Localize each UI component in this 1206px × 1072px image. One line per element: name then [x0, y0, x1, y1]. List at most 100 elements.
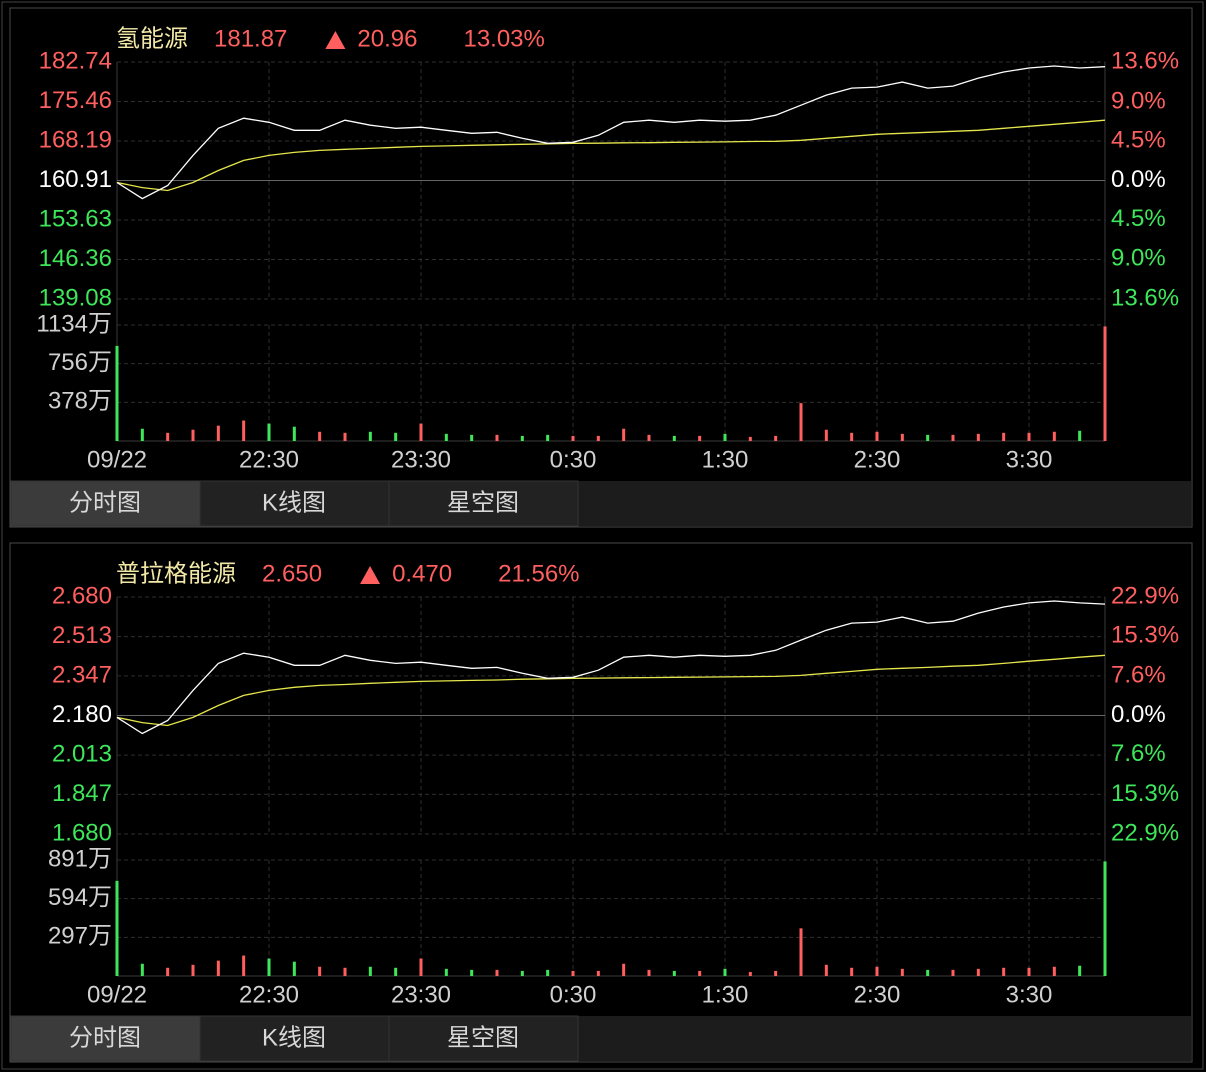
average-line [116, 119, 1106, 192]
volume-bar [1103, 326, 1107, 441]
x-tick-label: 3:30 [1006, 981, 1053, 1008]
tab-label[interactable]: 星空图 [447, 1024, 519, 1051]
volume-bar [596, 970, 600, 976]
x-tick-label: 1:30 [702, 981, 749, 1008]
volume-bar [444, 968, 448, 976]
volume-bar [191, 429, 195, 441]
y2-tick-label: 13.6% [1111, 47, 1179, 74]
volume-bar [495, 969, 499, 976]
y2-tick-label: 9.0% [1111, 87, 1166, 114]
x-tick-label: 2:30 [854, 446, 901, 473]
x-tick-label: 09/22 [87, 446, 147, 473]
volume-bar [546, 969, 550, 976]
y-tick-label: 1.847 [52, 780, 112, 807]
volume-bar [1027, 432, 1031, 441]
up-arrow [360, 566, 381, 584]
volume-bar [900, 968, 904, 976]
volume-tick-label: 297万 [48, 923, 112, 950]
y-tick-label: 2.013 [52, 740, 112, 767]
up-arrow [325, 31, 346, 49]
volume-bar [824, 964, 828, 976]
volume-tick-label: 378万 [48, 388, 112, 415]
x-tick-label: 23:30 [391, 981, 451, 1008]
tab-label[interactable]: 分时图 [69, 489, 141, 516]
stock-name: 氢能源 [116, 25, 188, 52]
change-percent: 21.56% [498, 560, 579, 587]
y2-tick-label: 4.5% [1111, 205, 1166, 232]
tab-label[interactable]: 星空图 [447, 489, 519, 516]
volume-bar [419, 958, 423, 976]
volume-bar [394, 967, 398, 976]
volume-bar [444, 433, 448, 441]
y2-tick-label: 9.0% [1111, 244, 1166, 271]
tab[interactable] [199, 1015, 390, 1062]
volume-bar [774, 970, 778, 976]
volume-bar [647, 969, 651, 976]
volume-bar [647, 434, 651, 441]
volume-bar [115, 345, 119, 441]
y-tick-label: 182.74 [39, 47, 112, 74]
volume-bar [622, 963, 626, 976]
volume-bar [1002, 432, 1006, 441]
volume-bar [368, 431, 372, 441]
volume-bar [267, 958, 271, 976]
tab[interactable] [388, 1015, 579, 1062]
x-tick-label: 22:30 [239, 446, 299, 473]
x-tick-label: 23:30 [391, 446, 451, 473]
volume-bar [1052, 431, 1056, 441]
volume-bar [926, 434, 930, 441]
volume-tick-label: 891万 [48, 845, 112, 872]
y2-tick-label: 7.6% [1111, 662, 1166, 689]
volume-bar [292, 426, 296, 441]
y-tick-label: 146.36 [39, 245, 112, 272]
volume-bar [1052, 966, 1056, 976]
volume-bar [748, 971, 752, 976]
volume-bar [470, 969, 474, 976]
volume-bar [1027, 967, 1031, 976]
volume-bar [951, 434, 955, 441]
y2-tick-label: 13.6% [1111, 284, 1179, 311]
volume-bar [799, 928, 803, 976]
volume-bar [799, 403, 803, 441]
volume-bar [343, 967, 347, 976]
price-change: 0.470 [392, 560, 452, 587]
volume-bar [723, 433, 727, 441]
y2-tick-label: 15.3% [1111, 622, 1179, 649]
price-change: 20.96 [357, 25, 417, 52]
tab-label[interactable]: 分时图 [69, 1024, 141, 1051]
volume-bar [748, 436, 752, 441]
volume-bar [292, 961, 296, 976]
tab-label[interactable]: K线图 [262, 489, 326, 516]
volume-bar [774, 435, 778, 441]
tab[interactable] [10, 1015, 201, 1062]
x-tick-label: 0:30 [550, 446, 597, 473]
y2-tick-label: 15.3% [1111, 780, 1179, 807]
stock-name: 普拉格能源 [116, 560, 236, 587]
volume-bar [394, 432, 398, 441]
x-tick-label: 1:30 [702, 446, 749, 473]
volume-bar [1078, 430, 1082, 441]
y2-tick-label: 22.9% [1111, 819, 1179, 846]
volume-bar [216, 960, 220, 976]
volume-bar [875, 966, 879, 976]
y-tick-label: 160.91 [39, 166, 112, 193]
volume-bar [318, 431, 322, 441]
volume-bar [1002, 967, 1006, 976]
price-line [116, 65, 1106, 200]
x-tick-label: 22:30 [239, 981, 299, 1008]
volume-bar [368, 966, 372, 976]
volume-bar [267, 423, 271, 441]
volume-bar [546, 434, 550, 441]
volume-bar [419, 423, 423, 441]
tab-label[interactable]: K线图 [262, 1024, 326, 1051]
volume-bar [495, 434, 499, 441]
volume-bar [242, 420, 246, 441]
y2-tick-label: 0.0% [1111, 166, 1166, 193]
x-tick-label: 09/22 [87, 981, 147, 1008]
volume-bar [140, 428, 144, 441]
y2-tick-label: 4.5% [1111, 127, 1166, 154]
tab[interactable] [388, 480, 579, 527]
price-line [116, 600, 1106, 735]
volume-bar [824, 429, 828, 441]
tab[interactable] [10, 480, 201, 527]
